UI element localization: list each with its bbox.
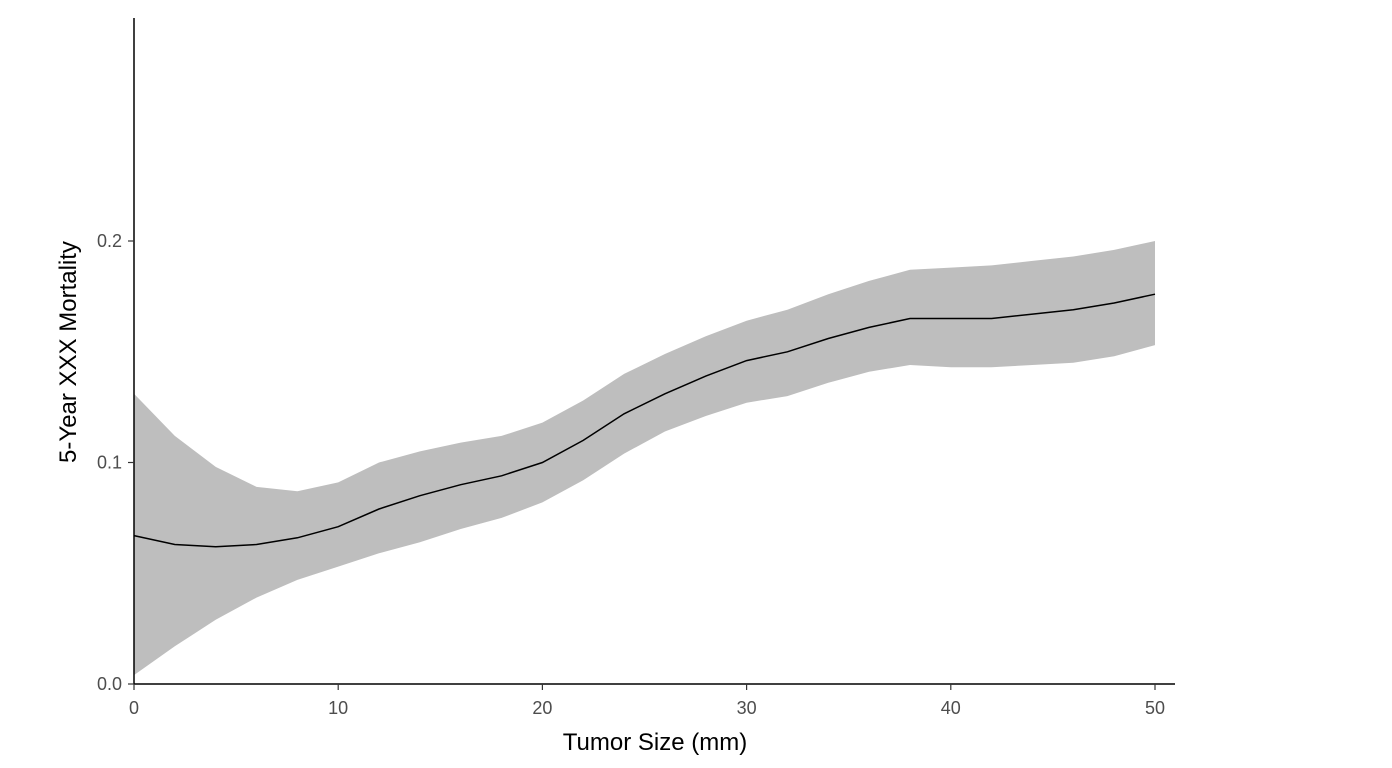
x-tick-label: 50 — [1145, 698, 1165, 718]
x-tick-label: 30 — [737, 698, 757, 718]
x-tick-label: 10 — [328, 698, 348, 718]
y-tick-label: 0.1 — [97, 453, 122, 473]
plot-area: 0 10 20 30 40 50 0.0 0.1 0.2 — [97, 18, 1175, 718]
y-tick-label: 0.2 — [97, 231, 122, 251]
y-axis-title: 5-Year XXX Mortality — [55, 241, 82, 463]
confidence-band — [134, 241, 1155, 676]
x-tick-label: 20 — [532, 698, 552, 718]
x-tick-label: 40 — [941, 698, 961, 718]
x-axis-title: Tumor Size (mm) — [563, 729, 747, 756]
x-tick-label: 0 — [129, 698, 139, 718]
fit-line — [133, 293, 1156, 548]
y-tick-label: 0.0 — [97, 674, 122, 694]
